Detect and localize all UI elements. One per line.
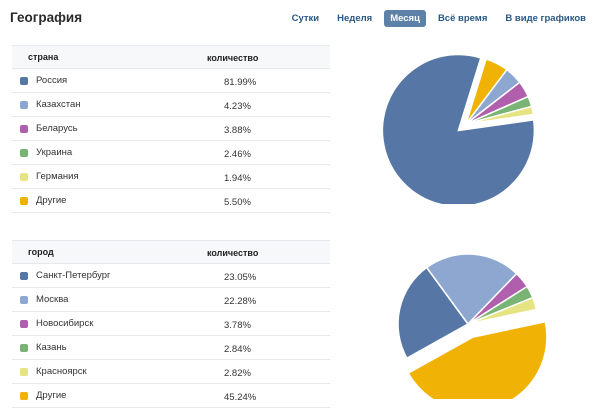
row-value: 1.94% [224,172,251,184]
legend-swatch [20,172,28,181]
table-row: Россия 81.99% [12,69,330,93]
row-value: 2.84% [224,343,251,355]
table-row: Украина 2.46% [12,141,330,165]
legend-swatch [20,76,28,85]
row-label: Новосибирск [36,318,94,329]
row-value: 3.88% [224,124,251,136]
row-label: Украина [36,147,73,158]
row-value: 45.24% [224,391,257,403]
legend-swatch [20,367,28,376]
row-value: 2.82% [224,367,251,379]
row-value: 2.46% [224,148,251,160]
column-header-country: страна [28,52,59,62]
row-value: 4.23% [224,100,251,112]
legend-swatch [20,271,28,280]
column-header-count: количество [207,53,259,63]
legend-swatch [20,100,28,109]
tab-all-time[interactable]: Всё время [437,13,488,24]
row-label: Казань [36,342,67,353]
legend-swatch [20,124,28,133]
pie-slice [407,320,548,399]
column-header-count: количество [207,248,259,258]
pie-slice [381,53,536,204]
row-label: Санкт-Петербург [36,270,111,281]
tab-month[interactable]: Месяц [384,10,426,27]
legend-swatch [20,319,28,328]
row-label: Другие [36,195,67,206]
table-row: Новосибирск 3.78% [12,312,330,336]
legend-swatch [20,196,28,205]
row-label: Казахстан [36,99,81,110]
tab-day[interactable]: Сутки [291,13,320,24]
table-header: город количество [12,241,330,264]
row-value: 23.05% [224,271,257,283]
city-pie-chart [397,253,548,399]
table-row: Казахстан 4.23% [12,93,330,117]
table-row: Санкт-Петербург 23.05% [12,264,330,288]
table-row: Красноярск 2.82% [12,360,330,384]
city-table: город количество Санкт-Петербург 23.05% Мо… [12,240,330,408]
table-row: Беларусь 3.88% [12,117,330,141]
row-value: 5.50% [224,196,251,208]
period-tabs: Сутки Неделя Месяц Всё время В виде граф… [286,10,592,27]
table-header: страна количество [12,46,330,69]
row-label: Красноярск [36,366,87,377]
legend-swatch [20,295,28,304]
row-label: Москва [36,294,69,305]
row-value: 81.99% [224,76,257,88]
column-header-city: город [28,247,54,257]
table-row: Казань 2.84% [12,336,330,360]
table-row: Германия 1.94% [12,165,330,189]
legend-swatch [20,391,28,400]
table-body: Россия 81.99% Казахстан 4.23% Беларусь 3.88% У… [12,69,330,213]
row-value: 22.28% [224,295,257,307]
row-label: Россия [36,75,68,86]
row-label: Германия [36,171,79,182]
tab-as-graphs[interactable]: В виде графиков [505,13,586,24]
pie-slice [425,253,518,326]
row-label: Другие [36,390,67,401]
page-title: География [10,10,83,25]
table-row: Другие 5.50% [12,189,330,213]
country-pie-chart [381,53,536,204]
table-body: Санкт-Петербург 23.05% Москва 22.28% Новосиб… [12,264,330,408]
row-value: 3.78% [224,319,251,331]
table-row: Москва 22.28% [12,288,330,312]
tab-week[interactable]: Неделя [337,13,373,24]
legend-swatch [20,148,28,157]
country-table: страна количество Россия 81.99% Казахстан 4… [12,45,330,213]
pie-slice [397,266,470,360]
table-row: Другие 45.24% [12,384,330,408]
row-label: Беларусь [36,123,78,134]
pie-slice [465,105,535,125]
pie-slice [467,296,538,325]
legend-swatch [20,343,28,352]
